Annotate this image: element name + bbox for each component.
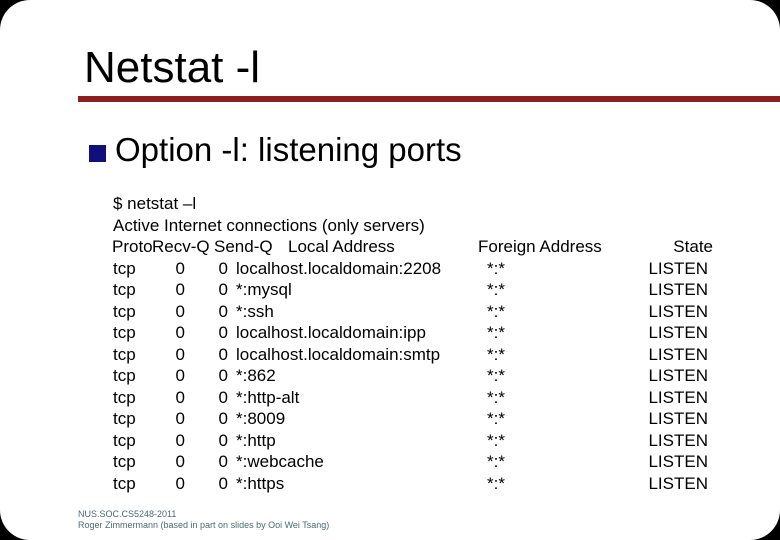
header-sendq: Send-Q — [214, 237, 273, 256]
recvq-cell: 0 — [175, 473, 185, 493]
recvq-cell: 0 — [175, 280, 185, 299]
sendq-cell: 0 — [218, 344, 228, 364]
proto-cell: tcp — [113, 409, 136, 428]
foreign-address-cell: *:* — [487, 409, 505, 428]
foreign-address-cell: *:* — [487, 344, 505, 364]
local-address-cell: *:ssh — [236, 301, 274, 321]
recvq-cell: 0 — [175, 344, 185, 364]
sendq-cell: 0 — [218, 409, 228, 428]
terminal-output: $ netstat –l Active Internet connections… — [0, 193, 780, 494]
proto-cell: tcp — [113, 301, 136, 321]
foreign-address-cell: *:* — [487, 430, 505, 450]
table-row: tcp 0 0 *:8009 *:* LISTEN — [0, 408, 780, 430]
header-recvq: Recv-Q — [152, 237, 210, 256]
table-row: tcp 0 0 *:ssh *:* LISTEN — [0, 301, 780, 323]
foreign-address-cell: *:* — [487, 301, 505, 321]
proto-cell: tcp — [113, 387, 136, 407]
table-row: tcp 0 0 localhost.localdomain:ipp *:* LI… — [0, 322, 780, 344]
local-address-cell: localhost.localdomain:ipp — [236, 323, 426, 342]
sendq-cell: 0 — [218, 280, 228, 299]
header-local-address: Local Address — [288, 237, 395, 256]
header-foreign-address: Foreign Address — [478, 237, 602, 256]
table-row: tcp 0 0 *:http *:* LISTEN — [0, 430, 780, 452]
sendq-cell: 0 — [218, 323, 228, 342]
footer-attribution: Roger Zimmermann (based in part on slide… — [78, 519, 330, 530]
local-address-cell: *:https — [236, 473, 285, 493]
slide-footer: NUS.SOC.CS5248-2011 Roger Zimmermann (ba… — [78, 509, 329, 530]
terminal-command: $ netstat –l — [113, 194, 197, 213]
table-header-row: Proto Recv-Q Send-Q Local Address Foreig… — [0, 236, 780, 258]
sendq-cell: 0 — [218, 366, 228, 385]
recvq-cell: 0 — [175, 301, 185, 321]
bullet-text: Option -l: listening ports — [115, 131, 462, 168]
local-address-cell: localhost.localdomain:2208 — [236, 258, 442, 278]
recvq-cell: 0 — [175, 323, 185, 342]
state-cell: LISTEN — [648, 430, 708, 450]
bullet-square-icon — [89, 145, 106, 162]
local-address-cell: *:862 — [236, 366, 276, 385]
state-cell: LISTEN — [648, 387, 708, 407]
table-row: tcp 0 0 *:mysql *:* LISTEN — [0, 279, 780, 301]
title-underline-rule — [78, 96, 780, 102]
state-cell: LISTEN — [648, 473, 708, 493]
recvq-cell: 0 — [175, 409, 185, 428]
state-cell: LISTEN — [648, 366, 708, 385]
sendq-cell: 0 — [218, 473, 228, 493]
table-row: tcp 0 0 *:http-alt *:* LISTEN — [0, 387, 780, 409]
proto-cell: tcp — [113, 344, 136, 364]
sendq-cell: 0 — [218, 430, 228, 450]
local-address-cell: *:webcache — [236, 452, 324, 471]
table-row: tcp 0 0 *:862 *:* LISTEN — [0, 365, 780, 387]
state-cell: LISTEN — [648, 280, 708, 299]
sendq-cell: 0 — [218, 258, 228, 278]
foreign-address-cell: *:* — [487, 323, 505, 342]
terminal-intro: Active Internet connections (only server… — [113, 215, 425, 235]
footer-course-code: NUS.SOC.CS5248-2011 — [78, 509, 177, 519]
state-cell: LISTEN — [648, 409, 708, 428]
table-row: tcp 0 0 localhost.localdomain:2208 *:* L… — [0, 258, 780, 280]
state-cell: LISTEN — [648, 258, 708, 278]
sendq-cell: 0 — [218, 452, 228, 471]
recvq-cell: 0 — [175, 258, 185, 278]
header-proto: Proto — [112, 237, 153, 256]
foreign-address-cell: *:* — [487, 387, 505, 407]
proto-cell: tcp — [113, 280, 136, 299]
table-row: tcp 0 0 *:webcache *:* LISTEN — [0, 451, 780, 473]
local-address-cell: *:8009 — [236, 409, 286, 428]
state-cell: LISTEN — [648, 301, 708, 321]
proto-cell: tcp — [113, 323, 136, 342]
table-row: tcp 0 0 localhost.localdomain:smtp *:* L… — [0, 344, 780, 366]
recvq-cell: 0 — [175, 430, 185, 450]
recvq-cell: 0 — [175, 387, 185, 407]
sendq-cell: 0 — [218, 301, 228, 321]
local-address-cell: localhost.localdomain:smtp — [236, 344, 441, 364]
recvq-cell: 0 — [175, 452, 185, 471]
foreign-address-cell: *:* — [487, 280, 505, 299]
foreign-address-cell: *:* — [487, 366, 505, 385]
proto-cell: tcp — [113, 258, 136, 278]
page-title: Netstat -l — [84, 43, 261, 92]
local-address-cell: *:mysql — [236, 280, 292, 299]
terminal-intro-line: Active Internet connections (only server… — [0, 215, 780, 237]
recvq-cell: 0 — [175, 366, 185, 385]
header-state: State — [673, 237, 713, 256]
proto-cell: tcp — [113, 473, 136, 493]
foreign-address-cell: *:* — [487, 452, 505, 471]
sendq-cell: 0 — [218, 387, 228, 407]
state-cell: LISTEN — [648, 323, 708, 342]
proto-cell: tcp — [113, 452, 136, 471]
table-row: tcp 0 0 *:https *:* LISTEN — [0, 473, 780, 495]
proto-cell: tcp — [113, 430, 136, 450]
terminal-command-line: $ netstat –l — [0, 193, 780, 215]
local-address-cell: *:http-alt — [236, 387, 300, 407]
local-address-cell: *:http — [236, 430, 276, 450]
foreign-address-cell: *:* — [487, 258, 505, 278]
state-cell: LISTEN — [648, 452, 708, 471]
foreign-address-cell: *:* — [487, 473, 505, 493]
state-cell: LISTEN — [648, 344, 708, 364]
proto-cell: tcp — [113, 366, 136, 385]
